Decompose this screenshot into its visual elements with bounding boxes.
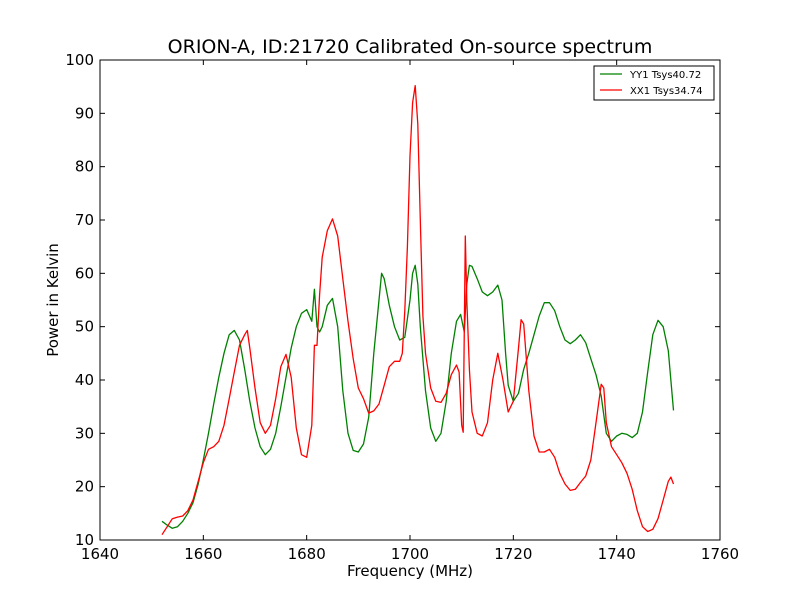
legend-label-xx1: XX1 Tsys34.74: [630, 86, 703, 97]
chart-title: ORION-A, ID:21720 Calibrated On-source s…: [168, 36, 653, 58]
y-axis-label: Power in Kelvin: [44, 243, 62, 357]
y-tick-label: 60: [75, 264, 94, 282]
y-tick-label: 50: [75, 318, 94, 336]
x-tick-label: 1720: [494, 545, 532, 563]
legend-box: [593, 65, 715, 101]
y-tick-label: 100: [65, 51, 94, 69]
series-layer: [161, 84, 675, 536]
y-axis-ticks: 10 20 30 40 50 60 70 80 90 100: [65, 51, 720, 549]
plot-area: [99, 59, 721, 541]
x-axis-ticks: 1640 1660 1680 1700 1720 1740 1760: [81, 60, 739, 563]
x-tick-label: 1660: [184, 545, 222, 563]
x-tick-label: 1760: [701, 545, 739, 563]
x-tick-label: 1680: [288, 545, 326, 563]
legend: YY1 Tsys40.72 XX1 Tsys34.74: [593, 65, 715, 101]
y-tick-label: 30: [75, 424, 94, 442]
y-tick-label: 90: [75, 104, 94, 122]
series-line-xx1: [161, 84, 675, 536]
y-tick-label: 10: [75, 531, 94, 549]
x-tick-label: 1740: [598, 545, 636, 563]
x-tick-label: 1700: [391, 545, 429, 563]
y-tick-label: 40: [75, 371, 94, 389]
x-tick-label: 1640: [81, 545, 119, 563]
legend-label-yy1: YY1 Tsys40.72: [629, 70, 701, 81]
y-tick-label: 70: [75, 211, 94, 229]
y-tick-label: 20: [75, 478, 94, 496]
series-line-yy1: [161, 264, 675, 529]
x-axis-label: Frequency (MHz): [347, 562, 473, 580]
y-tick-label: 80: [75, 158, 94, 176]
